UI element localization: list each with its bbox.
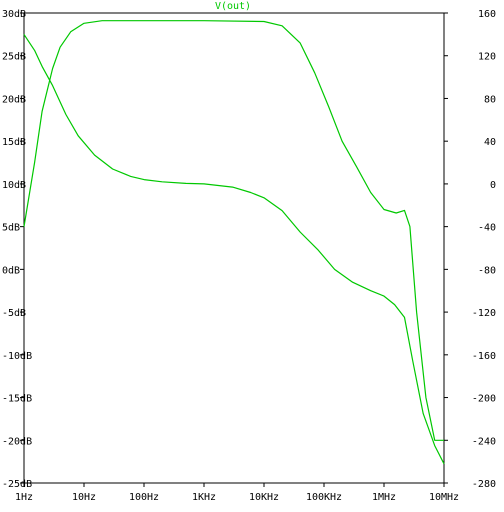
chart-title: V(out) bbox=[215, 1, 251, 12]
ticks-layer: 1Hz 10Hz 100Hz 1KHz 10KHz 100KHz 1MHz 10MHz 30dB… bbox=[2, 9, 496, 503]
y-right-tick-label: 80 bbox=[484, 94, 496, 105]
y-right-tick-label: -240 bbox=[472, 436, 496, 447]
x-tick-label: 10Hz bbox=[72, 492, 96, 503]
y-right-tick-label: 0 bbox=[490, 180, 496, 191]
y-right-tick-label: -280 bbox=[472, 479, 496, 490]
y-left-tick-label: -5dB bbox=[2, 308, 26, 319]
y-left-tick-label: -25dB bbox=[2, 479, 32, 490]
axis-layer bbox=[23, 12, 445, 484]
y-right-tick-label: -200 bbox=[472, 394, 496, 405]
y-left-tick-label: 5dB bbox=[2, 223, 20, 234]
y-left-tick-label: 20dB bbox=[2, 94, 26, 105]
y-left-tick-label: 0dB bbox=[2, 265, 20, 276]
y-right-tick-label: 120 bbox=[478, 52, 496, 63]
y-right-tick-label: -160 bbox=[472, 351, 496, 362]
y-left-tick-label: 30dB bbox=[2, 9, 26, 20]
y-right-tick-label: -40 bbox=[478, 223, 496, 234]
y-left-tick-label: 10dB bbox=[2, 180, 26, 191]
y-left-tick-label: -15dB bbox=[2, 394, 32, 405]
y-left-tick-label: 15dB bbox=[2, 137, 26, 148]
x-tick-label: 10MHz bbox=[429, 492, 459, 503]
y-left-tick-label: -10dB bbox=[2, 351, 32, 362]
y-left-tick-label: 25dB bbox=[2, 52, 26, 63]
x-tick-label: 1KHz bbox=[192, 492, 216, 503]
magnitude-series-line bbox=[23, 20, 444, 441]
x-tick-label: 10KHz bbox=[249, 492, 279, 503]
series-layer bbox=[23, 20, 445, 465]
y-right-tick-label: 160 bbox=[478, 9, 496, 20]
x-tick-label: 100Hz bbox=[129, 492, 159, 503]
x-tick-label: 1MHz bbox=[372, 492, 396, 503]
y-right-tick-label: -120 bbox=[472, 308, 496, 319]
y-left-tick-label: -20dB bbox=[2, 436, 32, 447]
y-right-tick-label: 40 bbox=[484, 137, 496, 148]
x-tick-label: 100KHz bbox=[306, 492, 342, 503]
y-right-tick-label: -80 bbox=[478, 265, 496, 276]
phase-series-line bbox=[23, 34, 445, 465]
x-tick-label: 1Hz bbox=[15, 492, 33, 503]
